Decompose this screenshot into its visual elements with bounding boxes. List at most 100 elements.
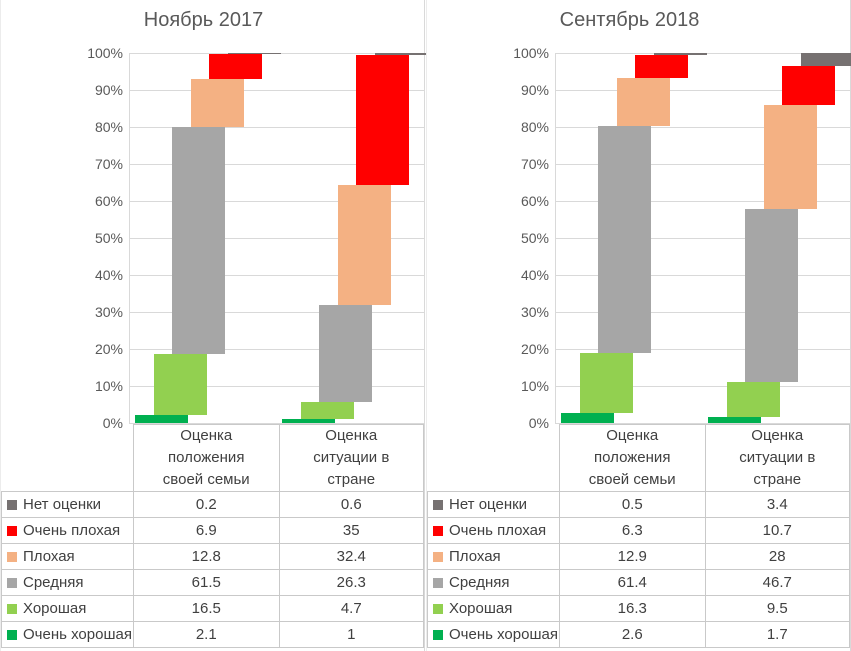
- y-axis-tick-label: 70%: [520, 156, 549, 172]
- gridline: [555, 238, 850, 239]
- bar-segment: [763, 105, 817, 209]
- value-cell: 0.2: [132, 491, 280, 518]
- value-cell: 9.5: [704, 595, 851, 622]
- legend-key-icon: [7, 630, 17, 640]
- value-cell: 46.7: [704, 569, 851, 596]
- y-axis-tick-label: 60%: [94, 193, 123, 209]
- y-axis-tick-label: 90%: [94, 82, 123, 98]
- value-cell: 61.5: [132, 569, 280, 596]
- legend-label-cell: Хорошая: [1, 595, 134, 622]
- legend-label: Очень плохая: [23, 522, 121, 539]
- legend-label: Нет оценки: [23, 496, 102, 513]
- gridline: [129, 127, 424, 128]
- gridline: [555, 127, 850, 128]
- table-corner-cell: [428, 425, 560, 492]
- bar-segment: [635, 54, 688, 79]
- y-axis-tick-label: 30%: [94, 304, 123, 320]
- legend-key-icon: [433, 500, 443, 510]
- table-row: Нет оценки 0.5 3.4: [427, 491, 851, 518]
- category-header-line: Оценка: [180, 427, 233, 444]
- legend-key-icon: [433, 604, 443, 614]
- category-header-line: ситуации в: [313, 449, 390, 466]
- bar-segment: [561, 413, 614, 423]
- y-axis-tick-label: 0%: [528, 415, 549, 431]
- value-cell: 12.8: [132, 543, 280, 570]
- gridline: [555, 312, 850, 313]
- bar-segment: [190, 79, 244, 127]
- legend-key-icon: [7, 604, 17, 614]
- category-header: Оценка положения своей семьи: [132, 424, 280, 492]
- chart-data-table: Оценка положения своей семьи Оценка ситуации…: [427, 424, 851, 648]
- value-cell: 1.7: [704, 621, 851, 648]
- chart-title: Ноябрь 2017: [143, 9, 264, 31]
- y-axis-tick-label: 20%: [94, 341, 123, 357]
- y-axis-tick-label: 50%: [520, 230, 549, 246]
- table-row: Очень плохая 6.3 10.7: [427, 517, 851, 544]
- legend-key-icon: [433, 552, 443, 562]
- legend-key-icon: [433, 630, 443, 640]
- y-axis-tick-label: 40%: [94, 267, 123, 283]
- category-header-line: положения: [594, 449, 671, 466]
- bar-segment: [209, 53, 262, 80]
- legend-label: Очень хорошая: [449, 626, 558, 643]
- category-header-line: положения: [168, 449, 245, 466]
- bar-segment: [782, 65, 835, 106]
- bar-segment: [319, 304, 372, 402]
- gridline: [129, 201, 424, 202]
- gridline: [555, 349, 850, 350]
- value-cell: 6.9: [132, 517, 280, 544]
- y-axis-tick-label: 20%: [520, 341, 549, 357]
- legend-label: Средняя: [23, 574, 84, 591]
- bar-segment: [726, 381, 780, 417]
- y-axis-tick-label: 0%: [102, 415, 123, 431]
- legend-label: Нет оценки: [449, 496, 528, 513]
- chart-panel-november-2017: Ноябрь 2017 0% 10% 20% 30% 40% 50% 60% 70% 80% 90…: [0, 0, 428, 651]
- table-row: Плохая 12.8 32.4: [1, 543, 425, 570]
- value-cell: 28: [704, 543, 851, 570]
- legend-label: Плохая: [23, 548, 75, 565]
- value-cell: 4.7: [278, 595, 425, 622]
- gridline: [555, 90, 850, 91]
- bar-segment: [745, 208, 798, 382]
- y-axis-tick-label: 40%: [520, 267, 549, 283]
- category-header-line: Оценка: [325, 427, 378, 444]
- y-axis-tick-label: 60%: [520, 193, 549, 209]
- legend-label-cell: Очень плохая: [1, 517, 134, 544]
- legend-key-icon: [433, 526, 443, 536]
- gridline: [129, 275, 424, 276]
- value-cell: 1: [278, 621, 425, 648]
- y-axis-tick-label: 100%: [87, 45, 123, 61]
- value-cell: 2.6: [558, 621, 706, 648]
- value-cell: 0.6: [278, 491, 425, 518]
- legend-label-cell: Очень хорошая: [1, 621, 134, 648]
- bar-segment: [300, 401, 354, 420]
- bar-segment: [227, 53, 281, 55]
- gridline: [555, 164, 850, 165]
- y-axis-line: [129, 53, 130, 423]
- gridline: [129, 423, 424, 424]
- category-header: Оценка ситуации в стране: [278, 424, 425, 492]
- category-header-line: Оценка: [751, 427, 804, 444]
- value-cell: 6.3: [558, 517, 706, 544]
- category-header-line: своей семьи: [162, 471, 250, 488]
- legend-key-icon: [433, 578, 443, 588]
- chart-title: Сентябрь 2018: [559, 9, 700, 31]
- legend-label-cell: Средняя: [1, 569, 134, 596]
- value-cell: 3.4: [704, 491, 851, 518]
- category-header-line: Оценка: [606, 427, 659, 444]
- y-axis-tick-label: 100%: [513, 45, 549, 61]
- legend-label-cell: Нет оценки: [427, 491, 560, 518]
- value-cell: 32.4: [278, 543, 425, 570]
- bar-segment: [800, 53, 851, 66]
- value-cell: 16.3: [558, 595, 706, 622]
- gridline: [129, 312, 424, 313]
- table-row: Средняя 61.5 26.3: [1, 569, 425, 596]
- value-cell: 16.5: [132, 595, 280, 622]
- plot-area: 0% 10% 20% 30% 40% 50% 60% 70% 80% 90% 100%: [427, 0, 851, 431]
- bar-segment: [579, 353, 633, 414]
- table-row: Плохая 12.9 28: [427, 543, 851, 570]
- gridline: [129, 349, 424, 350]
- category-header: Оценка ситуации в стране: [704, 424, 851, 492]
- bar-segment: [337, 184, 391, 305]
- bar-segment: [172, 126, 225, 355]
